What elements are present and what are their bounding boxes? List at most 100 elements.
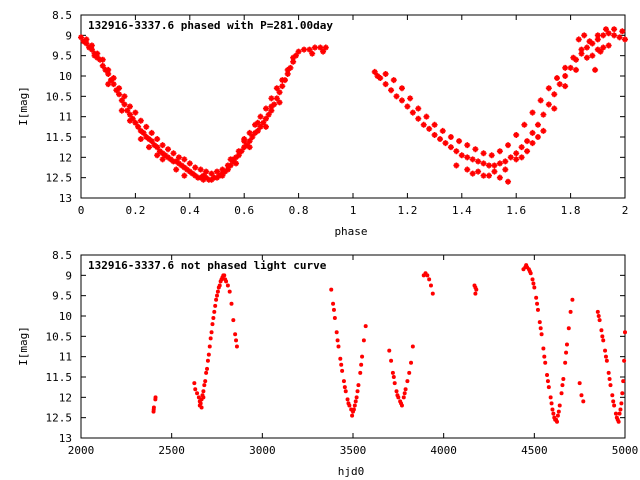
data-point <box>107 77 114 84</box>
data-point <box>249 134 256 140</box>
data-point <box>148 138 155 145</box>
data-point <box>203 174 210 181</box>
data-point <box>464 142 471 149</box>
data-point <box>545 379 550 384</box>
x-tick-label: 4000 <box>430 444 457 457</box>
data-point <box>550 407 555 412</box>
y-tick-label: 11 <box>59 351 72 364</box>
data-point <box>564 342 569 347</box>
data-point <box>480 172 487 179</box>
data-point <box>221 273 226 278</box>
data-point <box>340 368 345 373</box>
data-point <box>273 85 280 92</box>
data-point <box>126 117 133 124</box>
data-point <box>83 36 90 43</box>
data-point <box>613 411 618 416</box>
data-point <box>447 144 454 151</box>
data-point <box>273 95 280 102</box>
data-point <box>156 148 163 155</box>
chart-title: 132916-3337.6 phased with P=281.00day <box>88 19 333 32</box>
data-point <box>496 160 503 167</box>
data-point <box>215 293 219 298</box>
data-point <box>409 109 416 116</box>
data-point <box>555 419 559 424</box>
data-point <box>276 89 283 96</box>
data-point <box>208 336 213 341</box>
data-point <box>603 354 608 359</box>
data-point <box>94 50 101 57</box>
data-point <box>200 176 207 183</box>
data-point <box>363 324 368 329</box>
data-point <box>113 87 120 94</box>
data-point <box>557 403 562 408</box>
data-point <box>204 370 209 375</box>
data-point <box>399 401 404 406</box>
data-point <box>437 136 444 143</box>
y-tick-label: 10 <box>59 310 72 323</box>
data-point <box>118 107 125 114</box>
data-point <box>535 307 540 312</box>
data-point <box>203 168 210 175</box>
data-point <box>186 160 193 167</box>
data-point <box>129 115 136 122</box>
data-point <box>175 160 182 167</box>
data-point <box>350 413 355 418</box>
data-point <box>262 105 269 112</box>
data-point <box>205 366 210 371</box>
x-tick-label: 3000 <box>249 444 276 457</box>
data-point <box>611 26 618 33</box>
data-point <box>540 127 547 134</box>
y-tick-label: 8.5 <box>52 249 72 262</box>
data-point <box>371 68 378 75</box>
data-point <box>351 407 356 412</box>
data-point <box>534 121 541 128</box>
x-tick-label: 1.6 <box>506 204 526 217</box>
data-point <box>592 66 599 73</box>
data-point <box>610 393 615 398</box>
data-point <box>167 156 174 163</box>
phased-light-curve-panel: 0 0.2 0.4 0.6 0.8 1 1.2 1.4 1.6 1.8 2 8.5 9 9.5 10 10.… <box>17 9 628 238</box>
data-point <box>474 287 479 292</box>
data-point <box>491 162 498 169</box>
data-point <box>388 87 395 94</box>
x-tick-label: 1.8 <box>561 204 581 217</box>
data-point <box>529 140 536 147</box>
data-point <box>154 144 161 151</box>
data-point <box>173 166 180 173</box>
data-point <box>606 370 611 375</box>
y-tick-label: 10.5 <box>46 90 73 103</box>
data-point <box>224 162 231 169</box>
y-tick-label: 13 <box>59 432 72 445</box>
data-point <box>577 381 582 386</box>
data-point <box>290 54 297 61</box>
unphased-light-curve-panel: 2000 2500 3000 3500 4000 4500 5000 8.5 9 9.5 10 10… <box>17 249 638 478</box>
data-point <box>178 162 185 169</box>
data-point <box>211 316 216 321</box>
data-point <box>94 54 101 61</box>
data-point <box>420 121 427 128</box>
data-point <box>581 32 588 39</box>
data-point <box>210 322 215 327</box>
data-point <box>359 362 364 367</box>
data-point <box>555 413 560 418</box>
data-point <box>192 164 199 171</box>
data-point <box>246 144 253 151</box>
data-point <box>502 166 509 173</box>
data-point <box>360 354 365 359</box>
data-point <box>246 129 253 136</box>
y-tick-label: 12 <box>59 391 72 404</box>
data-point <box>563 360 568 365</box>
data-point <box>529 129 536 136</box>
data-point <box>387 348 392 353</box>
data-point <box>222 168 229 175</box>
data-point <box>394 389 399 394</box>
y-tick-label: 9.5 <box>52 50 72 63</box>
data-point <box>80 38 87 45</box>
data-point <box>407 95 414 102</box>
data-point <box>341 379 346 384</box>
data-point <box>602 26 609 33</box>
data-point <box>403 387 408 392</box>
data-point <box>551 411 556 416</box>
data-point <box>538 326 543 331</box>
data-point <box>329 287 334 292</box>
